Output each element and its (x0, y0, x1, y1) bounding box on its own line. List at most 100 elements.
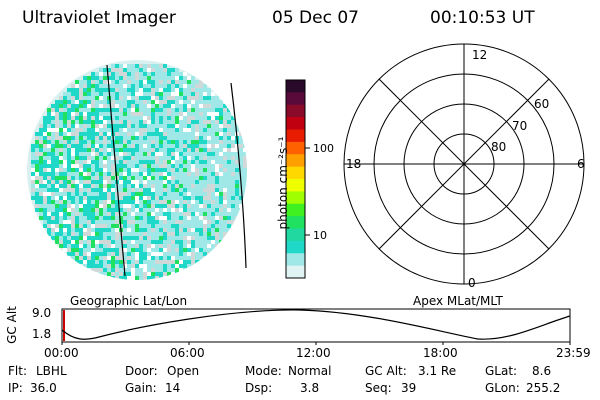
aurora-pixel (143, 72, 147, 76)
aurora-pixel (79, 228, 83, 232)
aurora-pixel (127, 120, 131, 124)
aurora-pixel (219, 168, 223, 172)
aurora-pixel (147, 196, 151, 200)
aurora-pixel (155, 264, 159, 268)
aurora-pixel (207, 208, 211, 212)
aurora-pixel (83, 208, 87, 212)
aurora-pixel (67, 192, 71, 196)
aurora-pixel (151, 172, 155, 176)
aurora-pixel (215, 224, 219, 228)
aurora-pixel (103, 120, 107, 124)
aurora-pixel (143, 68, 147, 72)
aurora-pixel (171, 116, 175, 120)
aurora-pixel (211, 244, 215, 248)
aurora-pixel (211, 220, 215, 224)
aurora-pixel (51, 220, 55, 224)
aurora-pixel (99, 132, 103, 136)
aurora-pixel (151, 80, 155, 84)
aurora-pixel (223, 216, 227, 220)
aurora-pixel (127, 168, 131, 172)
aurora-pixel (143, 240, 147, 244)
aurora-pixel (143, 220, 147, 224)
aurora-pixel (51, 148, 55, 152)
aurora-pixel (163, 84, 167, 88)
aurora-pixel (159, 64, 163, 68)
aurora-pixel (159, 152, 163, 156)
aurora-pixel (115, 272, 119, 276)
aurora-pixel (179, 208, 183, 212)
aurora-pixel (191, 260, 195, 264)
aurora-pixel (179, 144, 183, 148)
aurora-pixel (147, 72, 151, 76)
aurora-pixel (123, 88, 127, 92)
aurora-pixel (95, 248, 99, 252)
aurora-pixel (163, 152, 167, 156)
aurora-pixel (159, 116, 163, 120)
aurora-pixel (43, 140, 47, 144)
aurora-pixel (107, 124, 111, 128)
lat-label-80: 80 (491, 140, 507, 154)
glon-value: 255.2 (526, 381, 561, 395)
aurora-pixel (195, 152, 199, 156)
aurora-pixel (147, 220, 151, 224)
aurora-pixel (91, 72, 95, 76)
aurora-pixel (159, 188, 163, 192)
aurora-pixel (195, 88, 199, 92)
aurora-pixel (103, 96, 107, 100)
aurora-pixel (195, 96, 199, 100)
aurora-pixel (139, 140, 143, 144)
aurora-pixel (131, 64, 135, 68)
aurora-pixel (83, 144, 87, 148)
aurora-pixel (131, 156, 135, 160)
aurora-pixel (207, 148, 211, 152)
aurora-pixel (207, 168, 211, 172)
aurora-pixel (223, 168, 227, 172)
aurora-pixel (235, 172, 239, 176)
aurora-pixel (63, 248, 67, 252)
aurora-pixel (95, 228, 99, 232)
aurora-pixel (127, 196, 131, 200)
aurora-pixel (211, 140, 215, 144)
aurora-pixel (151, 108, 155, 112)
aurora-pixel (123, 84, 127, 88)
aurora-pixel (215, 192, 219, 196)
aurora-pixel (83, 168, 87, 172)
aurora-pixel (219, 116, 223, 120)
aurora-pixel (219, 188, 223, 192)
aurora-pixel (171, 232, 175, 236)
aurora-pixel (99, 208, 103, 212)
aurora-pixel (199, 196, 203, 200)
aurora-pixel (135, 164, 139, 168)
aurora-pixel (175, 248, 179, 252)
aurora-pixel (123, 196, 127, 200)
aurora-pixel (75, 256, 79, 260)
aurora-pixel (199, 128, 203, 132)
aurora-pixel (143, 268, 147, 272)
aurora-pixel (91, 84, 95, 88)
aurora-pixel (155, 188, 159, 192)
aurora-pixel (47, 180, 51, 184)
aurora-pixel (99, 148, 103, 152)
aurora-pixel (43, 212, 47, 216)
aurora-pixel (63, 208, 67, 212)
aurora-pixel (103, 228, 107, 232)
aurora-pixel (171, 184, 175, 188)
aurora-pixel (147, 104, 151, 108)
aurora-pixel (227, 108, 231, 112)
aurora-pixel (203, 96, 207, 100)
aurora-pixel (163, 228, 167, 232)
aurora-pixel (207, 244, 211, 248)
aurora-pixel (139, 124, 143, 128)
aurora-pixel (239, 188, 243, 192)
aurora-pixel (55, 104, 59, 108)
aurora-pixel (131, 212, 135, 216)
aurora-pixel (99, 124, 103, 128)
aurora-pixel (151, 112, 155, 116)
aurora-pixel (79, 208, 83, 212)
aurora-pixel (83, 260, 87, 264)
aurora-pixel (87, 220, 91, 224)
aurora-pixel (83, 104, 87, 108)
aurora-pixel (127, 80, 131, 84)
aurora-pixel (219, 236, 223, 240)
aurora-pixel (167, 96, 171, 100)
